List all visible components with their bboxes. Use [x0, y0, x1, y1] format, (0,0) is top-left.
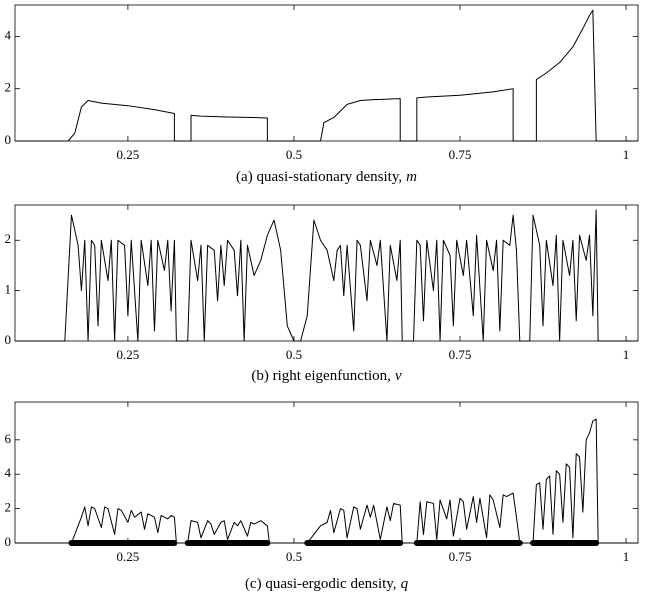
- caption-symbol: m: [406, 169, 417, 185]
- x-tick-label: 0.5: [286, 347, 302, 362]
- data-line: [15, 209, 638, 342]
- caption: (b) right eigenfunction, v: [251, 368, 402, 384]
- plot-frame: [14, 4, 639, 142]
- y-tick-label: 2: [5, 80, 12, 95]
- x-tick-label: 1: [623, 347, 630, 362]
- caption: (c) quasi-ergodic density, q: [245, 576, 409, 592]
- x-tick-label: 0.5: [286, 147, 302, 162]
- plot-frame: [14, 204, 639, 342]
- x-tick-label: 1: [623, 147, 630, 162]
- y-tick-label: 6: [5, 431, 12, 446]
- caption: (a) quasi-stationary density, m: [236, 169, 417, 185]
- caption-symbol: v: [395, 368, 402, 384]
- y-tick-label: 1: [5, 282, 12, 297]
- y-tick-label: 2: [5, 500, 12, 515]
- x-tick-label: 0.25: [117, 347, 140, 362]
- plot-frame: [14, 401, 639, 544]
- y-tick-label: 0: [5, 534, 12, 549]
- x-tick-label: 0.25: [117, 147, 140, 162]
- caption-text: (c) quasi-ergodic density,: [245, 576, 397, 592]
- x-tick-label: 0.75: [449, 147, 472, 162]
- x-tick-label: 0.75: [449, 549, 472, 564]
- y-tick-label: 4: [5, 27, 12, 42]
- y-tick-label: 2: [5, 231, 12, 246]
- caption-text: (a) quasi-stationary density,: [236, 169, 402, 185]
- x-tick-label: 1: [623, 549, 630, 564]
- y-tick-label: 0: [5, 132, 12, 147]
- x-tick-label: 0.75: [449, 347, 472, 362]
- data-line: [15, 9, 638, 142]
- caption-symbol: q: [401, 576, 409, 592]
- x-tick-label: 0.5: [286, 549, 302, 564]
- y-tick-label: 0: [5, 332, 12, 347]
- data-line: [15, 418, 638, 544]
- x-tick-label: 0.25: [117, 549, 140, 564]
- y-tick-label: 4: [5, 465, 12, 480]
- caption-text: (b) right eigenfunction,: [251, 368, 391, 384]
